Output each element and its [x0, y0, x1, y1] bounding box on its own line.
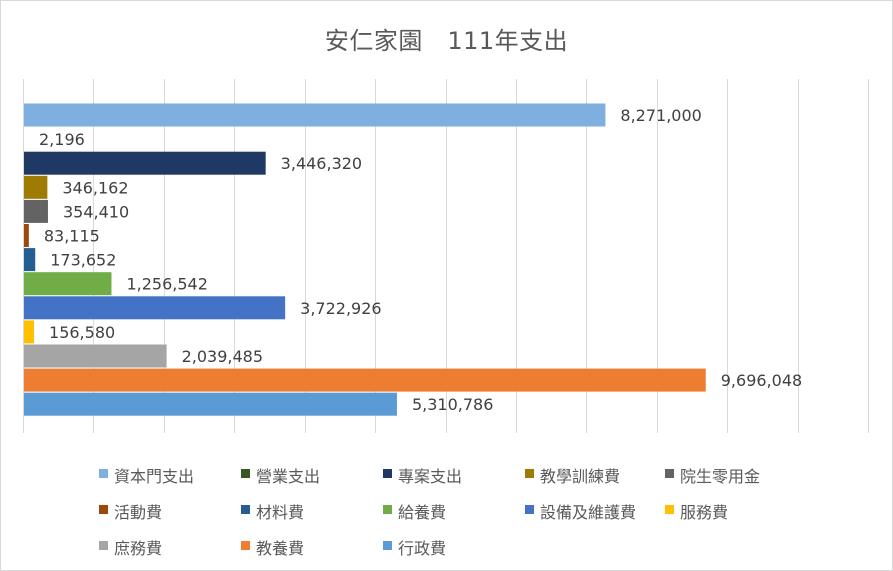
legend-swatch: [241, 541, 250, 550]
data-label: 1,256,542: [126, 275, 207, 294]
data-label: 346,162: [62, 178, 128, 197]
chart-title: 安仁家園 111年支出: [324, 27, 569, 55]
data-label: 9,696,048: [721, 371, 802, 390]
data-label: 3,446,320: [281, 154, 362, 173]
legend-label: 行政費: [398, 539, 447, 558]
legend-swatch: [99, 505, 108, 514]
legend-label: 教學訓練費: [540, 467, 621, 486]
bar: [23, 272, 112, 296]
data-label: 3,722,926: [300, 299, 381, 318]
bar: [23, 103, 606, 127]
legend-label: 專案支出: [398, 467, 463, 486]
legend-label: 教養費: [256, 539, 305, 558]
legend-swatch: [525, 469, 534, 478]
data-label: 354,410: [63, 202, 129, 221]
data-label: 8,271,000: [620, 106, 701, 125]
data-label: 83,115: [44, 227, 100, 246]
bar: [23, 248, 36, 272]
legend-swatch: [383, 469, 392, 478]
data-label: 5,310,786: [412, 395, 493, 414]
bar: [23, 344, 167, 368]
data-label: 2,039,485: [182, 347, 263, 366]
bar: [23, 199, 48, 223]
legend-swatch: [665, 505, 674, 514]
bar: [23, 392, 397, 416]
bar: [23, 320, 35, 344]
bar: [23, 368, 706, 392]
legend-swatch: [665, 469, 674, 478]
data-label: 156,580: [49, 323, 115, 342]
legend-label: 材料費: [256, 503, 305, 522]
legend-label: 設備及維護費: [540, 503, 637, 522]
legend-label: 資本門支出: [114, 467, 195, 486]
legend-label: 服務費: [680, 503, 729, 522]
data-label: 2,196: [39, 130, 85, 149]
legend-swatch: [241, 469, 250, 478]
bar: [23, 224, 29, 247]
legend-label: 營業支出: [256, 467, 321, 486]
legend-swatch: [525, 505, 534, 514]
legend-label: 庶務費: [114, 539, 163, 558]
bar: [23, 296, 286, 320]
legend-label: 院生零用金: [680, 467, 761, 486]
legend-label: 活動費: [114, 503, 163, 522]
bar: [23, 151, 266, 175]
legend-swatch: [99, 541, 108, 550]
legend-swatch: [383, 505, 392, 514]
data-label: 173,652: [50, 251, 116, 270]
legend-swatch: [241, 505, 250, 514]
legend-swatch: [99, 469, 108, 478]
legend-swatch: [383, 541, 392, 550]
legend-label: 給養費: [398, 503, 447, 522]
bar: [23, 175, 48, 199]
